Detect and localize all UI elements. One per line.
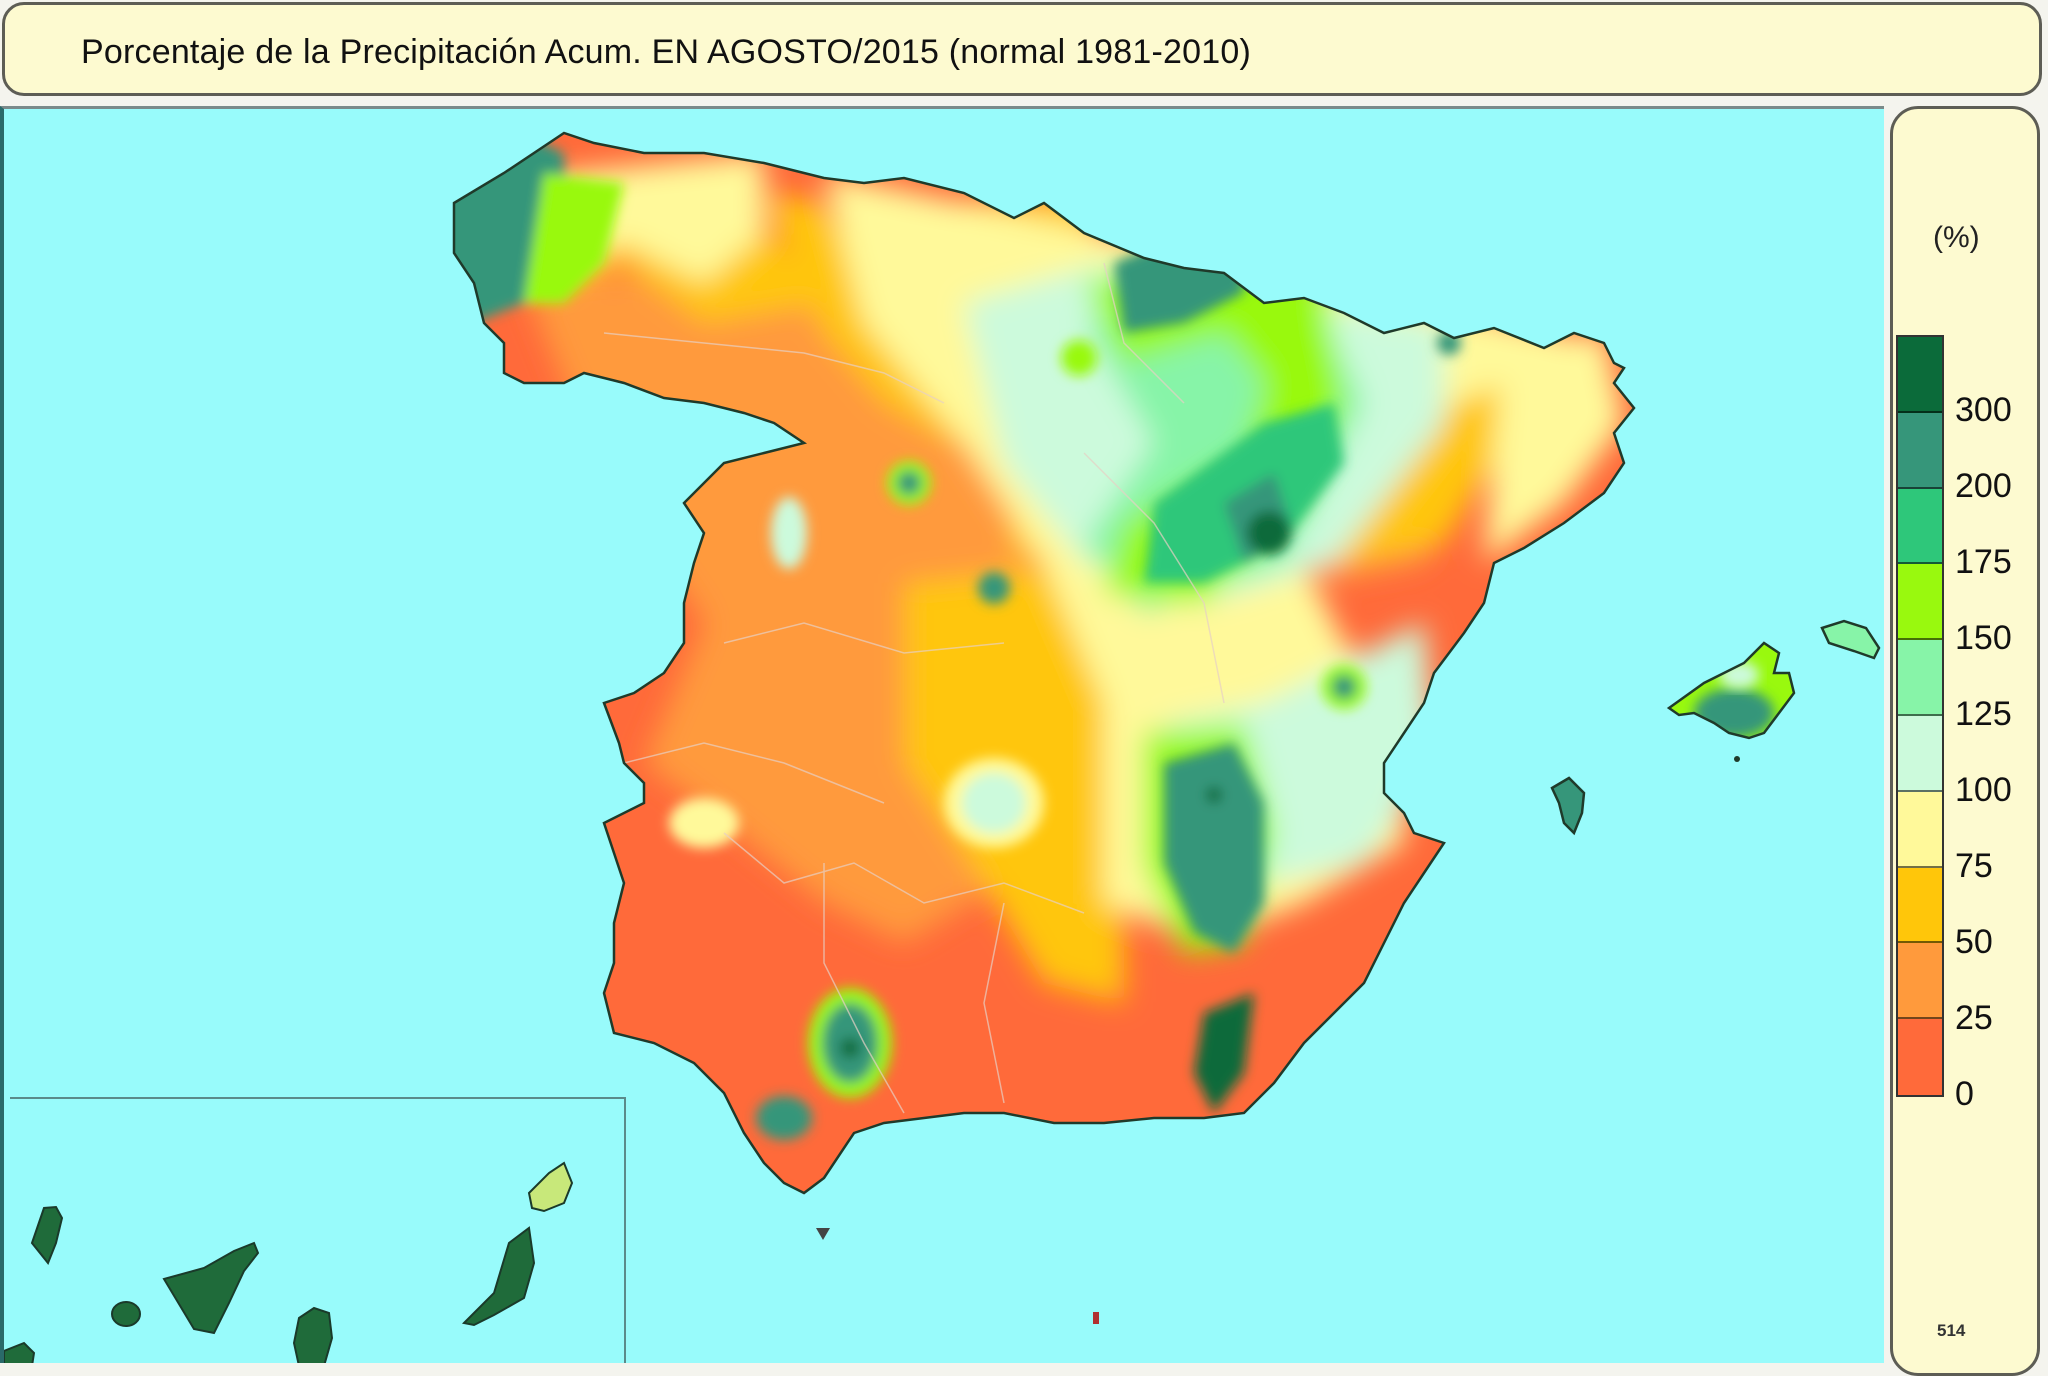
legend-swatch-175-200: [1898, 488, 1942, 565]
legend-swatch-25-50: [1898, 943, 1942, 1020]
balearic-islands: [1550, 619, 1881, 836]
legend-tick: 100: [1955, 771, 2012, 809]
legend-swatch-125-150: [1898, 640, 1942, 716]
legend-colorbar: [1896, 335, 1944, 1097]
legend-swatch-200-300: [1898, 412, 1942, 489]
map-code-label: 514: [1937, 1321, 1966, 1340]
precipitation-map: [4, 131, 1881, 1363]
legend-swatch-100-125: [1898, 715, 1942, 792]
legend-unit-label: (%): [1933, 221, 1980, 254]
canary-islands: [4, 1161, 574, 1363]
legend-swatch-50-75: [1898, 867, 1942, 944]
legend-swatch-75-100: [1898, 791, 1942, 868]
legend-tick: 0: [1955, 1075, 1974, 1113]
ceuta-marker: [816, 1228, 830, 1240]
legend-swatch-150-175: [1898, 564, 1942, 641]
legend-tick: 75: [1955, 847, 1993, 885]
peninsula-precipitation: [454, 133, 1634, 1193]
legend-swatch-0-25: [1898, 1019, 1942, 1095]
canary-islands-inset-frame: [10, 1097, 626, 1363]
map-frame: [0, 106, 1884, 1363]
legend-tick: 125: [1955, 695, 2012, 733]
legend-swatch-gt300: [1898, 337, 1942, 413]
melilla-marker: [1093, 1312, 1099, 1324]
legend-tick: 25: [1955, 999, 1993, 1037]
legend-tick: 50: [1955, 923, 1993, 961]
legend-tick: 300: [1955, 391, 2012, 429]
legend-tick: 175: [1955, 543, 2012, 581]
legend-tick: 150: [1955, 619, 2012, 657]
map-title: Porcentaje de la Precipitación Acum. EN …: [81, 33, 1251, 71]
legend-panel: (%) 300 200 175 150 125 100 75 50 25 0 5…: [1890, 106, 2040, 1376]
peninsula-coastline: [452, 131, 1636, 1195]
legend-tick: 200: [1955, 467, 2012, 505]
title-bar: Porcentaje de la Precipitación Acum. EN …: [2, 2, 2042, 96]
